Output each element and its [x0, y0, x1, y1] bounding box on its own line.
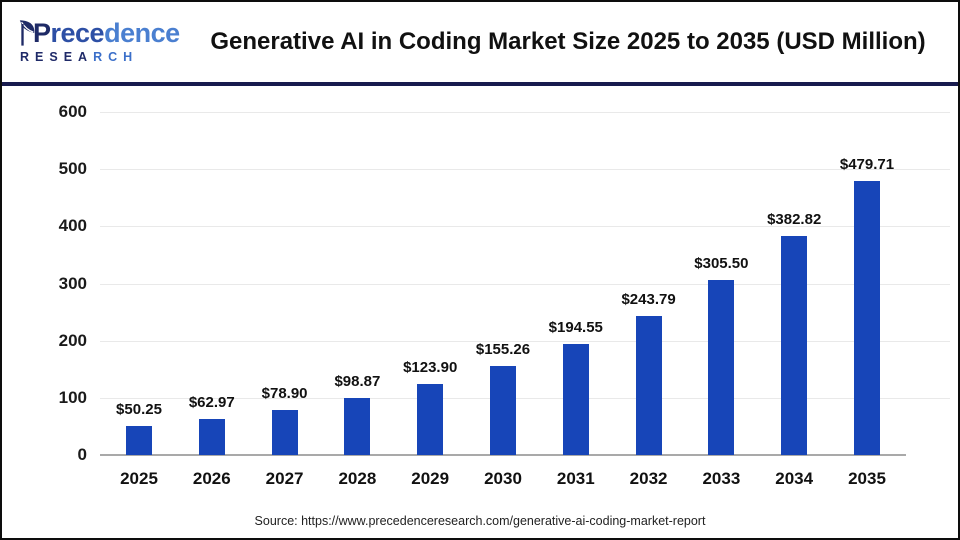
gridline-400	[100, 226, 950, 228]
x-axis-tick-2031: 2031	[556, 469, 595, 488]
gridline-300	[100, 283, 950, 285]
value-label-2028: $98.87	[334, 373, 381, 391]
value-label-2031: $194.55	[548, 318, 603, 336]
value-label-2027: $78.90	[261, 384, 308, 402]
value-label-2029: $123.90	[403, 359, 458, 377]
x-axis-tick-2030: 2030	[484, 469, 522, 488]
y-axis-tick-500: 500	[58, 159, 87, 179]
value-label-2030: $155.26	[475, 341, 531, 359]
bar-2033	[708, 280, 735, 455]
bar-2031	[562, 343, 589, 455]
value-label-2025: $50.25	[116, 401, 162, 419]
y-axis-tick-400: 400	[58, 216, 87, 236]
value-label-2026: $62.97	[188, 394, 235, 412]
y-axis-tick-200: 200	[58, 330, 87, 350]
source-citation: Source: https://www.precedenceresearch.c…	[254, 514, 706, 528]
value-label-2033: $305.50	[694, 255, 749, 273]
chart-title: Generative AI in Coding Market Size 2025…	[210, 28, 926, 55]
gridline-600	[100, 112, 950, 113]
bar-2035	[854, 180, 880, 455]
x-axis-tick-2033: 2033	[702, 469, 741, 488]
x-axis-tick-2025: 2025	[120, 469, 158, 488]
value-label-2034: $382.82	[767, 211, 822, 229]
bar-2029	[417, 384, 444, 455]
chart-area: 0 100 200 300 400 500 600 $50.25 2025 $62.97 2026 $…	[2, 86, 958, 538]
plot-area: 0 100 200 300 400 500 600 $50.25 2025 $62.97 2026 $…	[59, 102, 950, 488]
gridline-100	[100, 397, 950, 399]
y-axis-tick-600: 600	[58, 102, 87, 121]
bar-2025	[126, 426, 152, 455]
x-axis-tick-2026: 2026	[192, 469, 231, 488]
value-label-2032: $243.79	[621, 290, 676, 308]
x-axis-tick-2032: 2032	[629, 469, 668, 488]
value-label-2035: $479.71	[839, 155, 895, 173]
bar-2027	[271, 409, 298, 455]
x-axis-tick-2028: 2028	[338, 469, 377, 488]
logo-subtitle: RESEARCH	[20, 50, 139, 65]
leaf-icon	[19, 20, 35, 46]
bar-2026	[198, 419, 225, 455]
precedence-research-logo: Precedence RESEARCH	[18, 20, 186, 64]
x-axis-tick-2027: 2027	[265, 469, 304, 488]
logo-wordmark: Precedence	[33, 18, 180, 49]
x-axis-tick-2035: 2035	[848, 469, 886, 488]
bar-2028	[344, 398, 371, 455]
x-axis-line	[100, 454, 906, 456]
gridline-200	[100, 340, 950, 342]
bar-2030	[490, 366, 516, 455]
gridline-500	[100, 169, 950, 171]
bar-2032	[635, 315, 662, 455]
bar-2034	[781, 236, 808, 455]
y-axis-tick-100: 100	[58, 387, 87, 407]
x-axis-tick-2029: 2029	[411, 469, 450, 488]
header: Precedence RESEARCH Generative AI in Cod…	[2, 2, 958, 86]
x-axis-tick-2034: 2034	[775, 469, 814, 488]
y-axis-tick-300: 300	[58, 273, 87, 293]
y-axis-tick-0: 0	[77, 445, 87, 464]
